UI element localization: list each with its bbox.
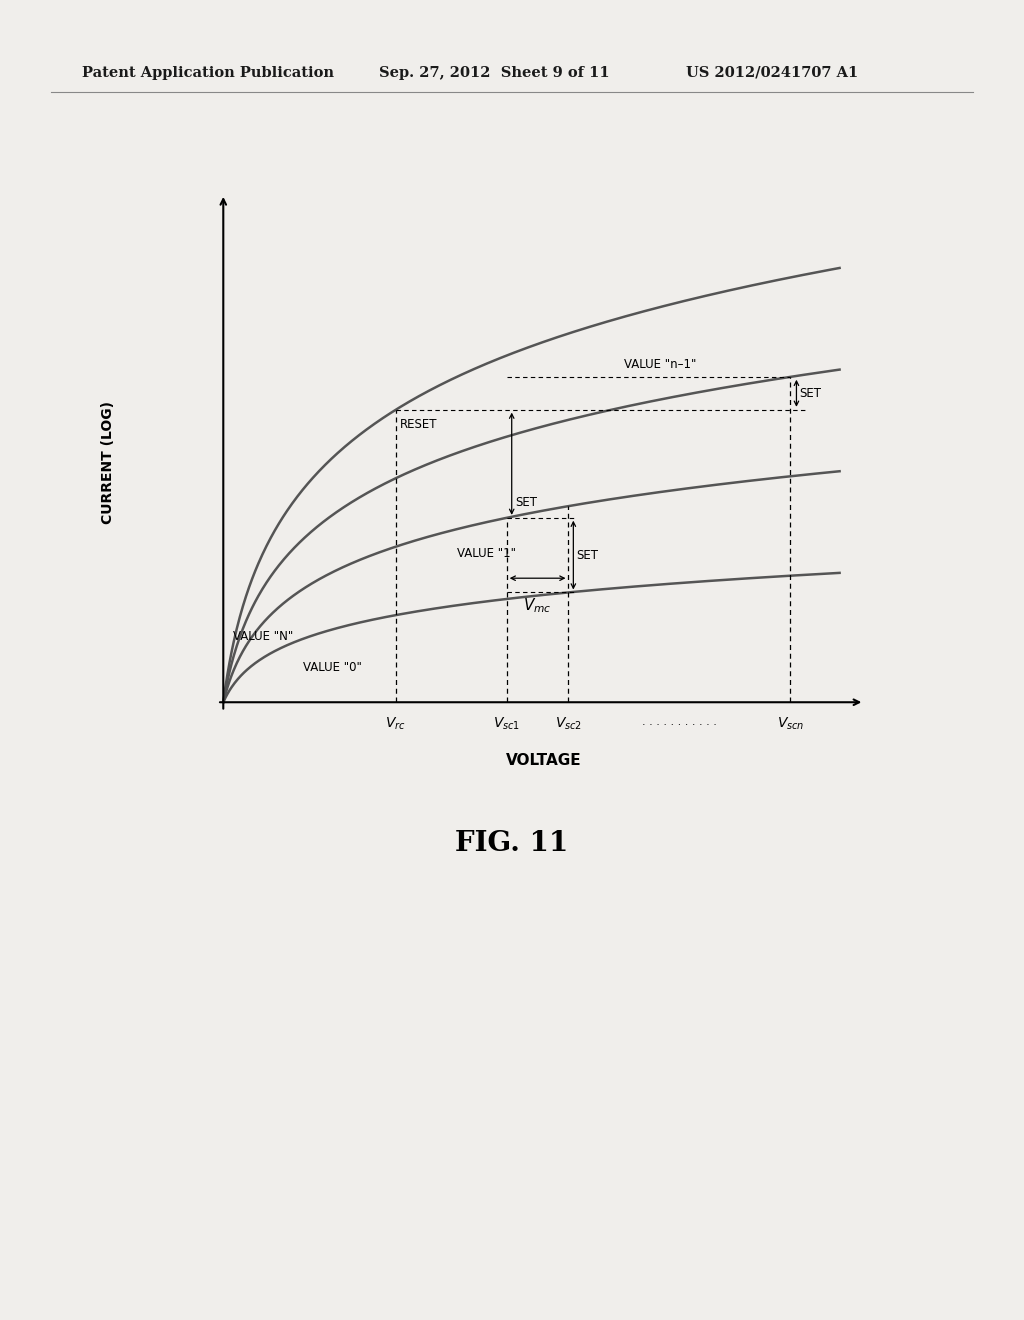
Text: FIG. 11: FIG. 11	[456, 830, 568, 858]
Text: VOLTAGE: VOLTAGE	[506, 752, 582, 768]
Text: Sep. 27, 2012  Sheet 9 of 11: Sep. 27, 2012 Sheet 9 of 11	[379, 66, 609, 79]
Text: VALUE "0": VALUE "0"	[303, 661, 362, 675]
Text: SET: SET	[577, 549, 598, 561]
Text: SET: SET	[515, 496, 537, 510]
Text: · · · · · · · · · · ·: · · · · · · · · · · ·	[642, 719, 717, 730]
Text: $V_{rc}$: $V_{rc}$	[385, 715, 407, 733]
Text: $V_{scn}$: $V_{scn}$	[776, 715, 804, 733]
Text: VALUE "1": VALUE "1"	[458, 546, 516, 560]
Text: Patent Application Publication: Patent Application Publication	[82, 66, 334, 79]
Text: US 2012/0241707 A1: US 2012/0241707 A1	[686, 66, 858, 79]
Text: $V_{mc}$: $V_{mc}$	[523, 597, 552, 615]
Text: $V_{sc2}$: $V_{sc2}$	[555, 715, 582, 733]
Text: SET: SET	[800, 387, 821, 400]
Text: CURRENT (LOG): CURRENT (LOG)	[101, 400, 116, 524]
Text: RESET: RESET	[400, 418, 437, 432]
Text: VALUE "n–1": VALUE "n–1"	[624, 358, 696, 371]
Text: $V_{sc1}$: $V_{sc1}$	[494, 715, 520, 733]
Text: VALUE "N": VALUE "N"	[232, 631, 293, 643]
